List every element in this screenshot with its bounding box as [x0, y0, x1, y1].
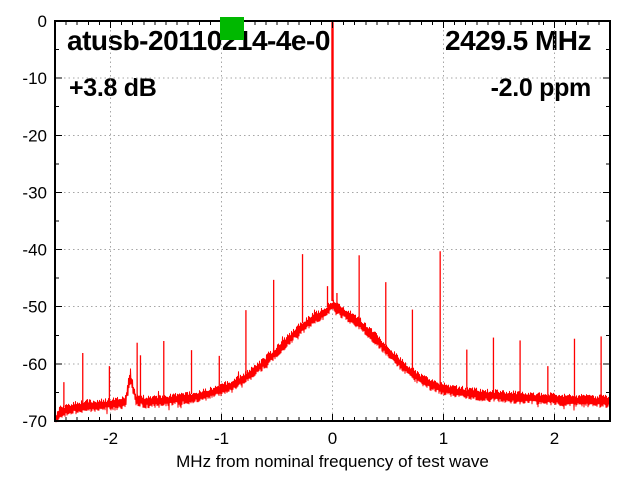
y-tick-label: -40: [22, 241, 47, 260]
frequency-error-label: -2.0 ppm: [490, 74, 592, 102]
gain-offset-label: +3.8 dB: [69, 74, 157, 102]
x-axis-label: MHz from nominal frequency of test wave: [176, 452, 489, 471]
y-tick-label: 0: [38, 12, 47, 31]
y-tick-label: -70: [22, 412, 47, 431]
x-tick-label: 1: [439, 429, 448, 448]
noise-trace: [54, 299, 611, 423]
x-tick-label: 2: [550, 429, 559, 448]
y-tick-label: -50: [22, 298, 47, 317]
y-tick-label: -20: [22, 126, 47, 145]
y-tick-label: -60: [22, 355, 47, 374]
x-tick-label: -2: [103, 429, 118, 448]
y-tick-label: -10: [22, 69, 47, 88]
green-marker: [220, 17, 244, 40]
carrier-frequency-label: 2429.5 MHz: [445, 25, 591, 56]
y-tick-label: -30: [22, 183, 47, 202]
x-tick-label: 0: [328, 429, 337, 448]
x-tick-label: -1: [214, 429, 229, 448]
